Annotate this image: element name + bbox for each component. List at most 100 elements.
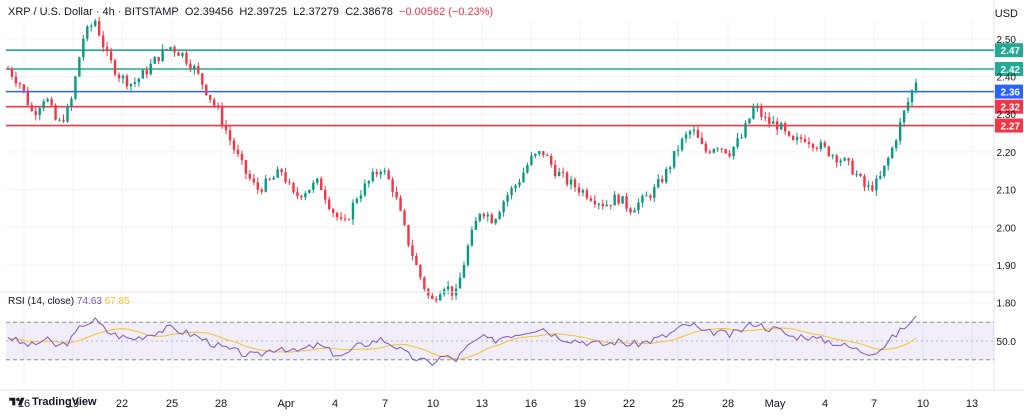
candle-body — [403, 210, 406, 225]
rsi-label[interactable]: RSI (14, close) — [8, 296, 75, 307]
candle-body — [42, 101, 45, 109]
candle-body — [224, 124, 228, 131]
rsi-pane: 50.0 — [0, 291, 1016, 367]
candle-body — [201, 73, 204, 85]
candle-body — [502, 201, 505, 213]
candle-body — [117, 74, 121, 79]
candle-body — [906, 101, 910, 111]
candle-body — [335, 212, 339, 218]
rsi-ma-value: 67.85 — [104, 296, 130, 307]
candle-body — [58, 119, 61, 121]
candle-body — [768, 117, 771, 124]
candle-body — [70, 98, 73, 107]
candle-body — [46, 99, 49, 102]
candle-body — [173, 47, 176, 53]
candle-body — [205, 84, 208, 95]
candle-body — [700, 137, 704, 144]
candle-body — [855, 173, 858, 175]
candle-body — [363, 183, 367, 196]
time-tick-label: 19 — [574, 398, 586, 410]
candle-body — [863, 176, 866, 187]
candle-body — [597, 203, 600, 205]
candle-body — [66, 106, 69, 122]
candle-body — [264, 178, 267, 192]
candle-body — [843, 158, 846, 161]
candle-body — [783, 123, 787, 132]
level-label: 2.32 — [1001, 103, 1021, 114]
candle-body — [712, 149, 715, 153]
candle-body — [355, 198, 359, 203]
candle-body — [891, 147, 894, 158]
candle-body — [657, 179, 660, 188]
candle-body — [510, 187, 513, 196]
time-tick-label: 13 — [966, 398, 978, 410]
candle-body — [732, 146, 735, 157]
candle-body — [550, 156, 553, 165]
candle-body — [435, 298, 438, 301]
candle-body — [466, 245, 470, 265]
candle-body — [228, 130, 232, 141]
candle-body — [736, 138, 739, 147]
candle-body — [883, 165, 886, 177]
high-value: H2.39725 — [239, 6, 288, 18]
candle-body — [331, 209, 335, 213]
candle-body — [779, 123, 783, 130]
candle-body — [121, 75, 125, 79]
candle-body — [113, 60, 117, 75]
candle-body — [395, 191, 398, 198]
candle-body — [665, 168, 668, 183]
candle-body — [744, 123, 747, 138]
candle-body — [327, 199, 331, 210]
candle-body — [470, 229, 474, 246]
candle-body — [419, 264, 422, 278]
time-tick-label: 25 — [166, 398, 178, 410]
candle-body — [764, 116, 767, 118]
candle-body — [696, 129, 700, 138]
candle-body — [803, 139, 807, 142]
candle-body — [30, 104, 33, 111]
price-tick-label: 1.90 — [997, 261, 1017, 272]
candle-body — [474, 220, 478, 230]
candle-body — [760, 107, 763, 117]
candle-body — [371, 171, 374, 181]
candle-body — [189, 63, 192, 70]
candle-body — [546, 155, 549, 157]
symbol-label[interactable]: XRP / U.S. Dollar · 4h · BITSTAMP — [8, 6, 179, 18]
time-tick-label: 25 — [672, 398, 684, 410]
brand-label: TradingView — [32, 396, 97, 408]
candle-body — [90, 25, 93, 27]
candle-body — [324, 190, 327, 200]
candle-body — [312, 182, 315, 190]
candle-body — [538, 151, 541, 154]
candle-body — [676, 149, 680, 152]
candle-body — [752, 107, 755, 119]
candle-body — [240, 154, 244, 161]
candle-body — [145, 70, 148, 75]
low-value: L2.37279 — [293, 6, 340, 18]
change-value: −0.00562 (−0.23%) — [399, 6, 494, 18]
time-tick-label: 16 — [525, 398, 537, 410]
candle-body — [708, 151, 712, 153]
candle-body — [94, 21, 97, 26]
candle-body — [197, 66, 200, 74]
candle-body — [542, 151, 545, 156]
open-value: O2.39456 — [184, 6, 234, 18]
candle-body — [351, 202, 355, 220]
candle-body — [494, 219, 497, 224]
candle-body — [847, 158, 850, 161]
candle-body — [280, 169, 283, 173]
level-badge — [995, 62, 1023, 76]
candle-body — [831, 155, 834, 157]
candle-body — [478, 213, 482, 221]
level-badge — [995, 84, 1023, 99]
candle-body — [898, 122, 902, 141]
candle-body — [78, 57, 81, 77]
candle-body — [22, 84, 26, 91]
currency-label[interactable]: USD — [994, 8, 1018, 20]
candle-body — [276, 169, 279, 178]
candle-body — [232, 140, 236, 150]
level-label: 2.42 — [1001, 65, 1021, 76]
footer-brand[interactable]: TradingView — [8, 396, 97, 408]
candle-body — [101, 35, 105, 48]
